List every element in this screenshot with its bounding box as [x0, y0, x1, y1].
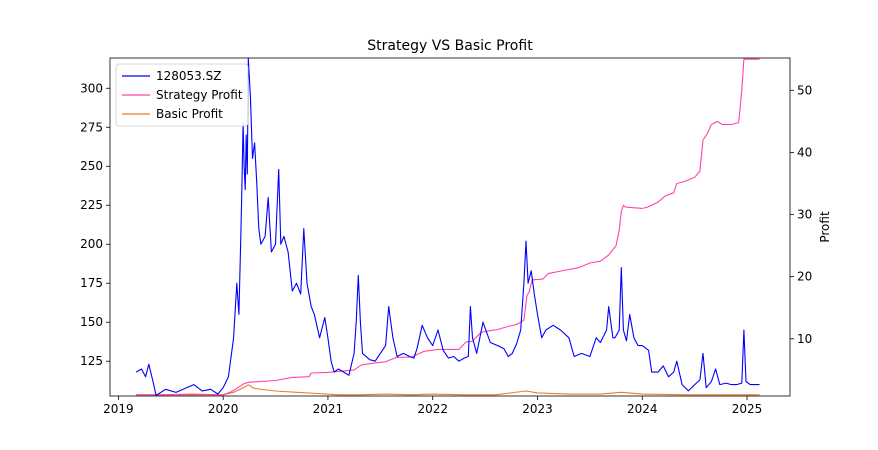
x-tick-label: 2023 [522, 402, 553, 416]
x-tick-label: 2021 [313, 402, 344, 416]
plot-frame [109, 57, 791, 397]
series-line-basic-profit [136, 384, 760, 396]
x-tick-label: 2024 [627, 402, 658, 416]
y-left-tick-label: 300 [80, 81, 103, 95]
x-tick-label: 2022 [417, 402, 448, 416]
y-left-tick-label: 150 [80, 315, 103, 329]
y-right-tick-label: 50 [797, 83, 812, 97]
y-left-tick-label: 275 [80, 120, 103, 134]
chart-title: Strategy VS Basic Profit [367, 38, 533, 54]
x-tick-label: 2019 [103, 402, 134, 416]
series-layer [135, 58, 760, 396]
y-right-tick-label: 40 [797, 145, 812, 159]
y-right-tick-label: 30 [797, 208, 812, 222]
legend-entry: Basic Profit [156, 107, 223, 121]
legend: 128053.SZ Strategy Profit Basic Profit [115, 63, 249, 127]
series-line-strategy-profit [136, 58, 760, 396]
x-tick-label: 2025 [732, 402, 763, 416]
y-right-tick-label: 20 [797, 270, 812, 284]
legend-box [115, 63, 249, 127]
y-left-tick-label: 200 [80, 237, 103, 251]
y-left-tick-label: 250 [80, 159, 103, 173]
legend-entry: Strategy Profit [156, 88, 243, 102]
y-left-tick-label: 175 [80, 276, 103, 290]
legend-entry: 128053.SZ [156, 69, 221, 83]
series-line-128053-sz [135, 58, 760, 396]
y-right-axis-label: Profit [818, 211, 832, 243]
y-left-tick-label: 225 [80, 198, 103, 212]
x-tick-label: 2020 [208, 402, 239, 416]
y-right-tick-label: 10 [797, 332, 812, 346]
y-left-tick-label: 125 [80, 354, 103, 368]
axes-layer: 2019 2020 2021 2022 2023 2024 2025 125 150 175 200… [80, 57, 812, 416]
